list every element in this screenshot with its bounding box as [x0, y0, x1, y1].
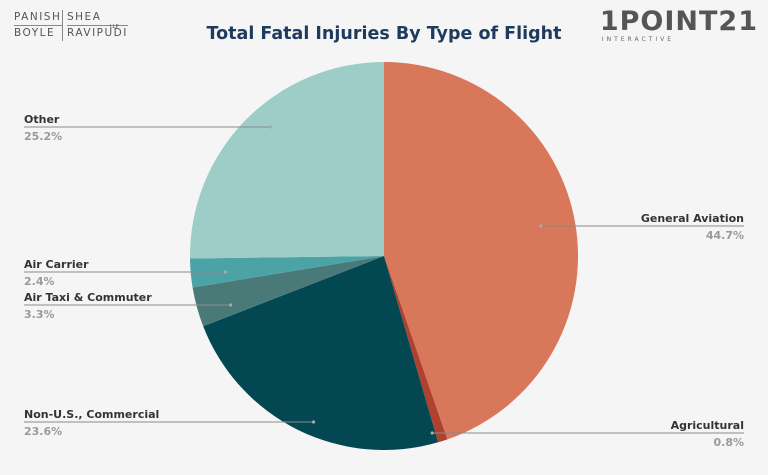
- logo-sub: INTERACTIVE: [601, 36, 674, 43]
- pie-slice-other: [190, 62, 384, 259]
- slice-value-label: 2.4%: [24, 275, 55, 288]
- slice-label: Non-U.S., Commercial: [24, 408, 159, 421]
- slice-value-label: 3.3%: [24, 308, 55, 321]
- logo-word: RAVIPUDI: [67, 25, 128, 39]
- chart-title: Total Fatal Injuries By Type of Flight: [206, 24, 562, 44]
- slice-value-label: 25.2%: [24, 130, 62, 143]
- slice-label: Agricultural: [671, 419, 744, 432]
- pie-slice-agricultural: [384, 256, 448, 443]
- slice-label: Air Carrier: [24, 258, 89, 271]
- logo-word: PANISH: [14, 10, 63, 25]
- logo-main: 1POINT21: [599, 6, 758, 37]
- pie-slice-general-aviation: [384, 62, 578, 440]
- pie-slice-air-carrier: [190, 256, 384, 288]
- slice-label: Other: [24, 113, 60, 126]
- 1point21-logo: 1POINT21 INTERACTIVE: [599, 6, 758, 44]
- leader-dot: [311, 420, 316, 424]
- leader-dot: [430, 431, 434, 435]
- slice-value-label: 23.6%: [24, 425, 62, 438]
- logo-word: SHEA: [67, 11, 102, 23]
- leader-dot: [228, 303, 233, 307]
- logo-suffix: LLP: [110, 24, 119, 30]
- pie-slice-non-u-s-commercial: [203, 256, 439, 450]
- slice-value-label: 0.8%: [713, 436, 744, 449]
- slice-label: Air Taxi & Commuter: [24, 291, 152, 304]
- leader-dot: [269, 125, 273, 129]
- slice-label: General Aviation: [641, 212, 744, 225]
- leader-dot: [539, 224, 543, 228]
- pie-slice-air-taxi-commuter: [192, 256, 384, 327]
- logo-word: BOYLE: [14, 25, 63, 41]
- leader-dot: [223, 270, 228, 274]
- panish-logo: PANISH SHEA BOYLE RAVIPUDI LLP: [14, 10, 128, 41]
- slice-value-label: 44.7%: [706, 229, 744, 242]
